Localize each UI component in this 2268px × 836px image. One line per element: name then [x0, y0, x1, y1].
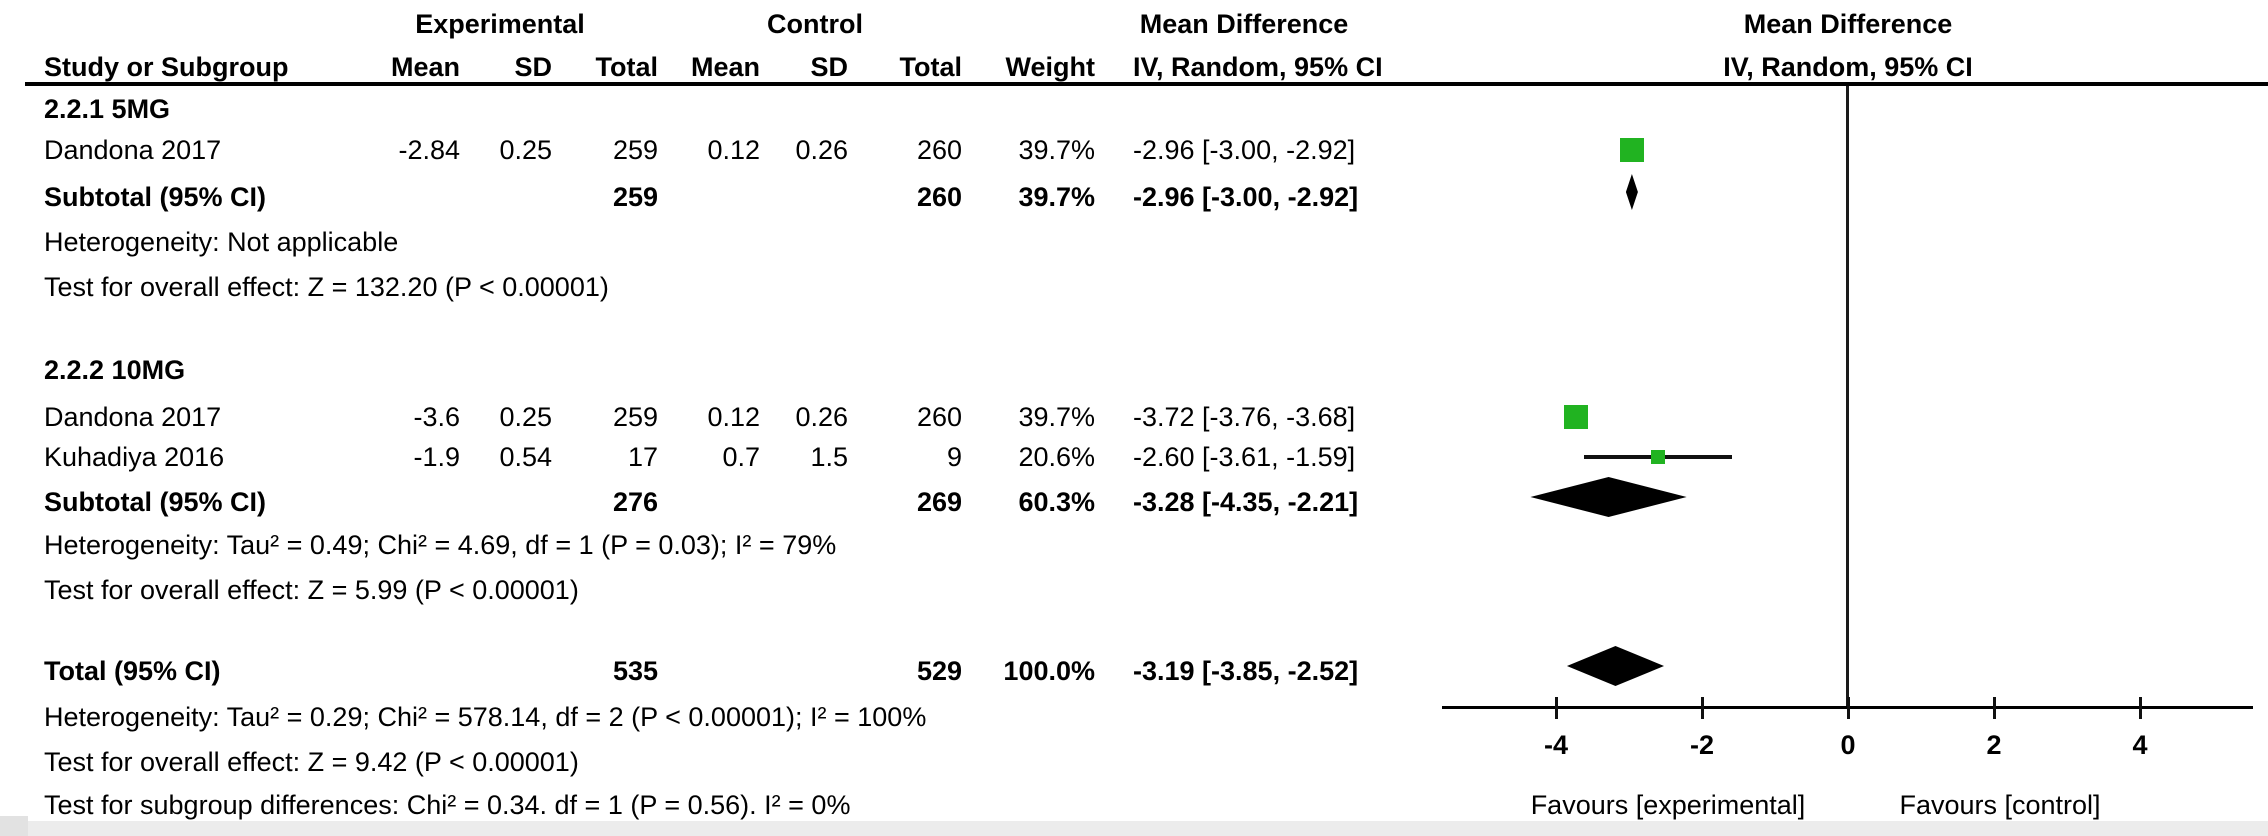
- subgroup-header: 2.2.2 10MG: [44, 355, 186, 385]
- x-axis-tick: [1555, 697, 1558, 719]
- cell-total-exp: 276: [612, 487, 658, 517]
- cell-sd-ctl: 1.5: [810, 442, 848, 472]
- x-axis-tick-label: -4: [1543, 730, 1569, 760]
- stat-note: Test for subgroup differences: Chi² = 0.…: [44, 790, 851, 820]
- x-axis-tick-label: -2: [1689, 730, 1715, 760]
- cell-total-ctl: 269: [916, 487, 962, 517]
- cell-total-ctl: 260: [916, 402, 962, 432]
- header-control: Control: [767, 9, 863, 39]
- study-name: Kuhadiya 2016: [44, 442, 225, 472]
- col-header-mean-exp: Mean: [390, 52, 460, 82]
- zero-line: [1846, 86, 1849, 708]
- stat-note: Test for overall effect: Z = 9.42 (P < 0…: [44, 747, 579, 777]
- bottom-left-corner-block: [0, 816, 28, 836]
- bottom-strip: [0, 821, 2268, 836]
- study-name: Dandona 2017: [44, 402, 222, 432]
- cell-weight: 20.6%: [1018, 442, 1095, 472]
- cell-mean-exp: -2.84: [398, 135, 460, 165]
- cell-total-ctl: 529: [916, 656, 962, 686]
- cell-mean-ctl: 0.12: [707, 135, 760, 165]
- stat-note: Heterogeneity: Tau² = 0.49; Chi² = 4.69,…: [44, 530, 837, 560]
- subtotal-diamond: [1530, 477, 1687, 517]
- cell-weight: 39.7%: [1018, 402, 1095, 432]
- stat-note: Test for overall effect: Z = 5.99 (P < 0…: [44, 575, 579, 605]
- cell-sd-ctl: 0.26: [795, 135, 848, 165]
- x-axis-tick: [2139, 697, 2142, 719]
- cell-md-ci: -2.96 [-3.00, -2.92]: [1133, 182, 1359, 212]
- cell-total-exp: 259: [612, 402, 658, 432]
- cell-total-exp: 259: [612, 135, 658, 165]
- subtotal-diamond: [1625, 174, 1638, 210]
- forest-square-marker: [1651, 450, 1666, 464]
- stat-note: Heterogeneity: Not applicable: [44, 227, 399, 257]
- col-header-study: Study or Subgroup: [44, 52, 289, 82]
- cell-sd-ctl: 0.26: [795, 402, 848, 432]
- x-axis-tick-label: 4: [2132, 730, 2148, 760]
- header-experimental: Experimental: [415, 9, 585, 39]
- cell-md-ci: -3.72 [-3.76, -3.68]: [1133, 402, 1356, 432]
- x-axis-tick: [1701, 697, 1704, 719]
- cell-sd-exp: 0.25: [499, 135, 552, 165]
- cell-weight: 100.0%: [1003, 656, 1095, 686]
- cell-mean-ctl: 0.12: [707, 402, 760, 432]
- col-header-method-left: IV, Random, 95% CI: [1133, 52, 1383, 82]
- col-header-total-exp: Total: [595, 52, 659, 82]
- header-mean-difference-left: Mean Difference: [1139, 9, 1349, 39]
- subtotal-label: Subtotal (95% CI): [44, 487, 267, 517]
- col-header-sd-ctl: SD: [810, 52, 848, 82]
- forest-square-marker: [1564, 405, 1589, 429]
- total-diamond: [1566, 646, 1665, 686]
- total-label: Total (95% CI): [44, 656, 221, 686]
- study-name: Dandona 2017: [44, 135, 222, 165]
- x-axis-tick-label: 0: [1840, 730, 1856, 760]
- col-header-method-right: IV, Random, 95% CI: [1723, 52, 1973, 82]
- cell-md-ci: -3.19 [-3.85, -2.52]: [1133, 656, 1359, 686]
- x-axis-tick: [1993, 697, 1996, 719]
- stat-note: Test for overall effect: Z = 132.20 (P <…: [44, 272, 609, 302]
- cell-weight: 39.7%: [1018, 182, 1095, 212]
- cell-total-exp: 17: [627, 442, 658, 472]
- cell-total-exp: 259: [612, 182, 658, 212]
- cell-md-ci: -2.96 [-3.00, -2.92]: [1133, 135, 1356, 165]
- col-header-total-ctl: Total: [899, 52, 963, 82]
- cell-mean-exp: -3.6: [413, 402, 460, 432]
- cell-weight: 60.3%: [1018, 487, 1095, 517]
- cell-weight: 39.7%: [1018, 135, 1095, 165]
- subtotal-label: Subtotal (95% CI): [44, 182, 267, 212]
- cell-total-ctl: 9: [946, 442, 962, 472]
- cell-md-ci: -2.60 [-3.61, -1.59]: [1133, 442, 1356, 472]
- col-header-mean-ctl: Mean: [690, 52, 760, 82]
- col-header-weight: Weight: [1005, 52, 1096, 82]
- favours-control-label: Favours [control]: [1899, 790, 2101, 820]
- cell-sd-exp: 0.54: [499, 442, 552, 472]
- cell-mean-exp: -1.9: [413, 442, 460, 472]
- col-header-sd-exp: SD: [514, 52, 552, 82]
- header-mean-difference-right: Mean Difference: [1743, 9, 1953, 39]
- forest-square-marker: [1619, 138, 1644, 162]
- cell-mean-ctl: 0.7: [722, 442, 760, 472]
- cell-total-ctl: 260: [916, 135, 962, 165]
- cell-sd-exp: 0.25: [499, 402, 552, 432]
- header-underline: [25, 82, 2268, 86]
- cell-total-ctl: 260: [916, 182, 962, 212]
- x-axis-tick-label: 2: [1986, 730, 2002, 760]
- x-axis-tick: [1847, 697, 1850, 719]
- subgroup-header: 2.2.1 5MG: [44, 94, 171, 124]
- cell-md-ci: -3.28 [-4.35, -2.21]: [1133, 487, 1359, 517]
- stat-note: Heterogeneity: Tau² = 0.29; Chi² = 578.1…: [44, 702, 927, 732]
- favours-experimental-label: Favours [experimental]: [1530, 790, 1806, 820]
- cell-total-exp: 535: [612, 656, 658, 686]
